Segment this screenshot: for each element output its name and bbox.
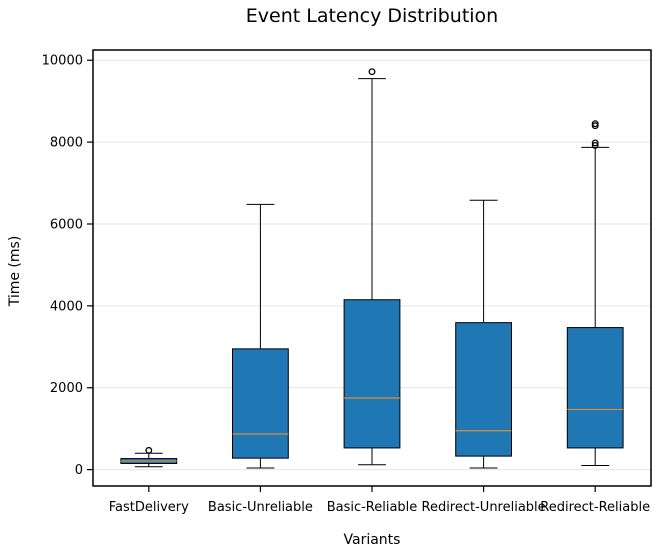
outlier-point <box>145 446 153 454</box>
outlier-point <box>591 120 599 128</box>
outlier-point <box>368 68 376 76</box>
box <box>343 299 401 449</box>
plot-area: 0 2000 4000 6000 8000 10000 FastDelivery Basic-… <box>42 49 652 515</box>
box <box>455 322 513 457</box>
x-tick-label: Redirect-Reliable <box>540 500 650 515</box>
y-tick-label: 6000 <box>50 217 83 232</box>
chart-title: Event Latency Distribution <box>246 5 498 27</box>
outlier-point <box>591 141 599 149</box>
x-tick-label: FastDelivery <box>109 500 189 515</box>
box <box>232 348 289 459</box>
x-tick-label: Basic-Unreliable <box>208 500 313 515</box>
x-tick-label: Basic-Reliable <box>327 500 418 515</box>
y-axis-label: Time (ms) <box>7 236 23 308</box>
outlier-point <box>591 139 599 147</box>
x-axis-label: Variants <box>344 532 401 548</box>
box <box>566 327 624 449</box>
y-tick-label: 2000 <box>50 381 83 396</box>
y-tick-label: 8000 <box>50 136 83 151</box>
y-tick-label: 10000 <box>42 54 83 69</box>
outlier-point <box>591 122 599 130</box>
y-tick-label: 4000 <box>50 299 83 314</box>
y-tick-label: 0 <box>75 463 83 478</box>
x-tick-label: Redirect-Unreliable <box>422 500 546 515</box>
